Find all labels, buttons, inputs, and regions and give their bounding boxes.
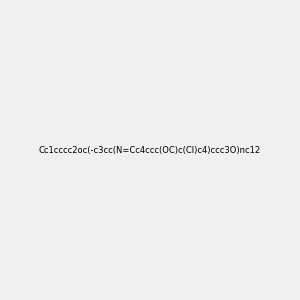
Text: Cc1cccc2oc(-c3cc(N=Cc4ccc(OC)c(Cl)c4)ccc3O)nc12: Cc1cccc2oc(-c3cc(N=Cc4ccc(OC)c(Cl)c4)ccc… — [39, 146, 261, 154]
